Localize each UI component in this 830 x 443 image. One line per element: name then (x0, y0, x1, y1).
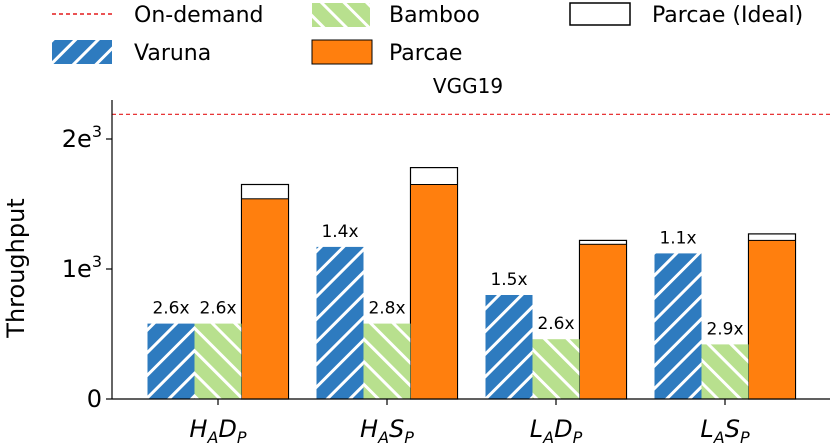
label-varuna-LASP: 1.1x (659, 228, 696, 248)
category-labels: HADP HASP LADP LASP (189, 399, 750, 443)
legend-parcae-swatch (311, 39, 373, 65)
legend-ondemand-label: On-demand (134, 3, 264, 28)
label-bamboo-LADP: 2.6x (537, 314, 574, 334)
x-tick-label-HASP: HASP (360, 415, 414, 443)
bar-parcae-HASP (410, 184, 458, 400)
bar-parcae-LADP (579, 243, 627, 400)
bar-parcae-HADP (241, 198, 289, 400)
x-tick-label-HADP: HADP (189, 415, 246, 443)
legend-varuna-label: Varuna (134, 41, 211, 66)
label-bamboo-LASP: 2.9x (706, 319, 743, 339)
label-varuna-LADP: 1.5x (490, 270, 527, 290)
bar-parcae-LASP (748, 239, 796, 400)
label-varuna-HADP: 2.6x (152, 299, 189, 319)
y-tick-label-0: 0 (87, 385, 102, 413)
legend-ideal-label: Parcae (Ideal) (652, 3, 803, 28)
legend-varuna-swatch (52, 40, 112, 64)
bar-varuna-LASP (654, 253, 702, 399)
bar-bamboo-HASP (363, 323, 411, 399)
axes (111, 100, 830, 400)
legend-ideal-swatch (569, 2, 631, 26)
legend-bamboo-label: Bamboo (389, 3, 480, 28)
label-bamboo-HASP: 2.8x (368, 299, 405, 319)
label-varuna-HASP: 1.4x (321, 222, 358, 242)
bars (147, 167, 797, 400)
legend-parcae-label: Parcae (389, 41, 462, 66)
y-axis-title: Throughput (2, 198, 30, 338)
y-tick-label-1: 1e3 (62, 252, 102, 283)
bar-varuna-HADP (147, 323, 195, 399)
legend: On-demand Bamboo Parcae (Ideal) Varuna P… (52, 2, 803, 66)
y-tick-label-2: 2e3 (62, 122, 102, 153)
legend-bamboo-swatch (312, 3, 370, 27)
bar-bamboo-LASP (701, 344, 749, 399)
y-axis-ticks: 0 1e3 2e3 (62, 122, 112, 413)
bar-bamboo-LADP (532, 339, 580, 399)
bar-varuna-HASP (316, 246, 364, 399)
data-labels: 2.6x 2.6x 1.4x 2.8x 1.5x 2.6x 1.1x 2.9x (152, 222, 743, 340)
bar-bamboo-HADP (194, 323, 242, 399)
bar-varuna-LADP (485, 295, 533, 399)
label-bamboo-HADP: 2.6x (199, 299, 236, 319)
x-tick-label-LADP: LADP (530, 415, 583, 443)
chart-title: VGG19 (433, 74, 503, 98)
x-tick-label-LASP: LASP (700, 415, 750, 443)
